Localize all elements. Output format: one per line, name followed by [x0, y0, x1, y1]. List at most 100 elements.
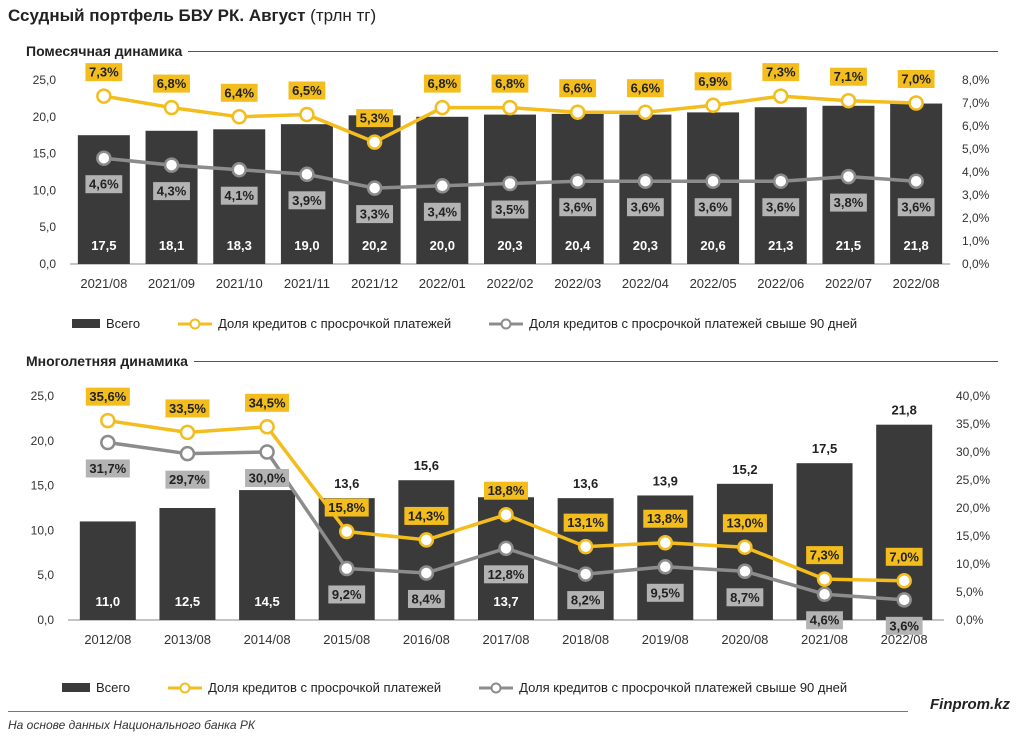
overdue-point — [179, 424, 196, 441]
overdue-value-label-bg — [484, 481, 528, 500]
overdue90-value-label: 4,6% — [810, 613, 840, 628]
x-tick-label: 2019/08 — [642, 632, 689, 647]
overdue90-point — [366, 180, 383, 196]
bar-value-label: 17,5 — [91, 238, 116, 253]
legend-label-overdue: Доля кредитов с просрочкой платежей — [218, 316, 452, 331]
overdue90-value-label: 3,6% — [766, 200, 796, 215]
overdue-point — [737, 539, 753, 555]
monthly-section-rule — [26, 51, 998, 52]
overdue90-value-label: 8,2% — [571, 593, 601, 608]
overdue90-point — [896, 592, 912, 608]
y2-tick-label: 4,0% — [962, 165, 990, 179]
overdue-point — [299, 106, 315, 123]
y2-tick-label: 15,0% — [956, 529, 990, 543]
overdue90-point — [418, 565, 435, 581]
legend-bar-swatch — [62, 683, 90, 692]
overdue-value-label: 13,1% — [567, 515, 604, 530]
overdue90-value-label: 4,1% — [224, 188, 254, 203]
y2-tick-label: 20,0% — [956, 501, 990, 515]
overdue-point — [338, 523, 355, 540]
legend-bar-swatch — [72, 319, 100, 328]
overdue90-value-label: 3,6% — [889, 618, 919, 633]
overdue-value-label-bg — [245, 393, 290, 412]
y-tick-label: 15,0 — [31, 479, 55, 493]
overdue-value-label: 5,3% — [360, 111, 390, 126]
x-tick-label: 2014/08 — [244, 632, 291, 647]
bar — [159, 508, 216, 620]
overdue-point — [896, 573, 912, 589]
overdue-value-label: 7,3% — [766, 65, 796, 80]
overdue90-value-label: 12,8% — [488, 567, 525, 582]
x-tick-label: 2022/04 — [622, 276, 669, 291]
legend-gray-line-swatch — [479, 682, 514, 693]
y-tick-label: 25,0 — [33, 73, 57, 87]
overdue-value-label: 34,5% — [249, 395, 286, 410]
x-tick-label: 2022/08 — [881, 632, 928, 647]
overdue-value-label: 7,0% — [889, 549, 919, 564]
y2-tick-label: 8,0% — [962, 73, 990, 87]
overdue90-value-label-bg — [762, 198, 800, 217]
overdue-point — [657, 534, 674, 551]
overdue-value-label: 7,3% — [810, 548, 840, 563]
page-title: Ссудный портфель БВУ РК. Август (трлн тг… — [8, 6, 376, 26]
overdue90-point — [100, 434, 116, 451]
overdue-value-label-bg — [404, 506, 449, 525]
overdue-point — [418, 532, 435, 548]
bar-value-label: 15,6 — [414, 458, 439, 473]
overdue90-point — [434, 178, 451, 194]
overdue90-value-label-bg — [830, 193, 867, 212]
bar-value-label: 20,2 — [362, 238, 387, 253]
multiyear-section-rule — [26, 361, 998, 362]
legend-item-total: Всего — [72, 316, 140, 331]
x-tick-label: 2021/12 — [351, 276, 398, 291]
overdue90-point — [773, 173, 789, 189]
overdue-value-label: 33,5% — [169, 401, 206, 416]
overdue90-value-label: 3,9% — [292, 193, 322, 208]
bar-value-label: 21,3 — [768, 238, 793, 253]
overdue-value-label-bg — [153, 74, 190, 93]
overdue-value-label-bg — [85, 63, 123, 82]
legend-label-total: Всего — [106, 316, 141, 331]
overdue90-point — [163, 157, 180, 173]
bar-value-label: 20,3 — [633, 238, 658, 253]
overdue90-point — [908, 173, 924, 189]
overdue-value-label-bg — [559, 79, 597, 98]
footer-rule — [8, 711, 908, 712]
y-tick-label: 10,0 — [33, 183, 57, 197]
overdue90-value-label-bg — [559, 198, 597, 217]
overdue-point — [816, 571, 833, 587]
overdue-value-label-bg — [885, 547, 923, 566]
bar-value-label: 20,6 — [700, 238, 725, 253]
bar — [876, 424, 933, 620]
x-tick-label: 2013/08 — [164, 632, 211, 647]
overdue-point — [434, 99, 451, 116]
overdue-value-label: 14,3% — [408, 508, 445, 523]
overdue-point — [498, 506, 514, 523]
overdue-value-label-bg — [830, 67, 867, 86]
overdue90-value-label: 8,4% — [412, 591, 442, 606]
overdue-value-label-bg — [722, 514, 767, 533]
overdue90-value-label-bg — [484, 565, 528, 584]
overdue-point — [366, 134, 383, 150]
monthly-section-title: Помесячная динамика — [26, 43, 189, 59]
overdue-point — [259, 419, 275, 435]
overdue-value-label: 6,8% — [427, 76, 457, 91]
overdue-point — [705, 97, 721, 114]
overdue-value-label-bg — [356, 109, 394, 128]
overdue90-value-label: 29,7% — [169, 472, 206, 487]
x-tick-label: 2022/01 — [419, 276, 466, 291]
overdue-point — [577, 538, 594, 555]
overdue-value-label-bg — [762, 63, 800, 82]
bar-value-label: 19,0 — [294, 238, 319, 253]
y2-tick-label: 7,0% — [962, 96, 990, 110]
overdue-point — [502, 99, 518, 116]
overdue-value-label: 7,0% — [901, 72, 931, 87]
bar-value-label: 21,5 — [836, 238, 861, 253]
y2-tick-label: 0,0% — [962, 257, 990, 271]
overdue90-point — [569, 173, 586, 189]
x-tick-label: 2022/03 — [554, 276, 601, 291]
overdue-point — [100, 412, 116, 429]
legend-item-total: Всего — [62, 680, 130, 695]
overdue90-value-label: 3,6% — [631, 200, 661, 215]
overdue90-value-label: 3,4% — [427, 204, 457, 219]
